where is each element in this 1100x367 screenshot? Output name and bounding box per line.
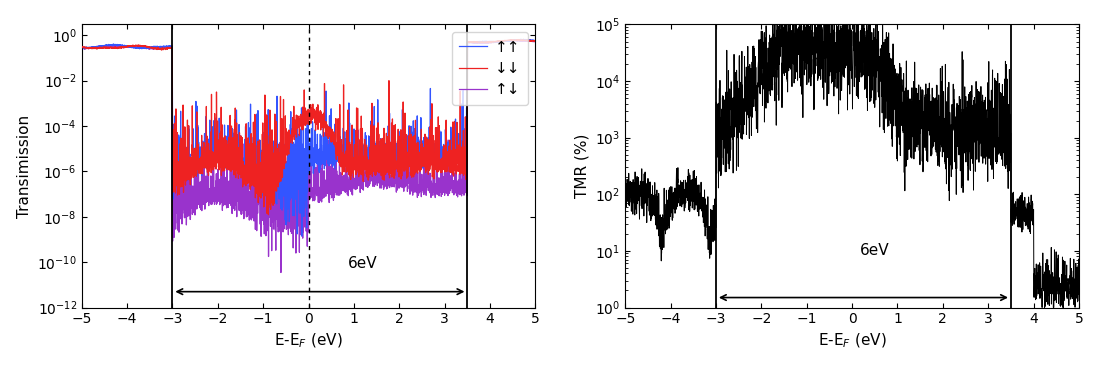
↓↓ xyxy=(510,38,524,42)
Text: 6eV: 6eV xyxy=(860,243,890,258)
↓↓ xyxy=(154,47,167,52)
↑↑ xyxy=(529,39,542,43)
↓↓ xyxy=(262,212,275,217)
↑↑ xyxy=(75,45,88,50)
Line: ↑↓: ↑↓ xyxy=(81,40,536,272)
↓↓ xyxy=(529,39,542,43)
↑↓ xyxy=(274,270,287,275)
↑↓ xyxy=(126,45,140,49)
↑↓ xyxy=(520,39,534,43)
↑↓ xyxy=(268,228,282,232)
X-axis label: E-E$_F$ (eV): E-E$_F$ (eV) xyxy=(274,332,343,350)
Line: ↑↑: ↑↑ xyxy=(81,39,536,236)
Legend: ↑↑, ↓↓, ↑↓: ↑↑, ↓↓, ↑↓ xyxy=(452,32,528,105)
↑↓ xyxy=(509,38,522,43)
↑↓ xyxy=(154,46,167,50)
↑↑ xyxy=(126,45,140,50)
Y-axis label: TMR (%): TMR (%) xyxy=(574,134,590,198)
↑↓ xyxy=(75,47,88,51)
↑↑ xyxy=(154,45,167,50)
↑↑ xyxy=(517,37,530,41)
↓↓ xyxy=(520,38,534,42)
↑↓ xyxy=(249,192,262,197)
Text: 6eV: 6eV xyxy=(349,256,377,271)
↓↓ xyxy=(126,43,140,48)
↑↑ xyxy=(520,38,534,42)
↑↓ xyxy=(529,39,542,44)
↑↑ xyxy=(249,179,262,183)
↑↓ xyxy=(471,41,484,45)
↑↑ xyxy=(295,234,308,238)
Line: ↓↓: ↓↓ xyxy=(81,40,536,215)
Y-axis label: Transimission: Transimission xyxy=(16,115,32,218)
↑↑ xyxy=(268,174,282,178)
↓↓ xyxy=(268,137,282,141)
↓↓ xyxy=(249,143,262,148)
↑↑ xyxy=(471,39,484,44)
↓↓ xyxy=(75,46,88,50)
↓↓ xyxy=(471,40,484,45)
X-axis label: E-E$_F$ (eV): E-E$_F$ (eV) xyxy=(817,332,887,350)
